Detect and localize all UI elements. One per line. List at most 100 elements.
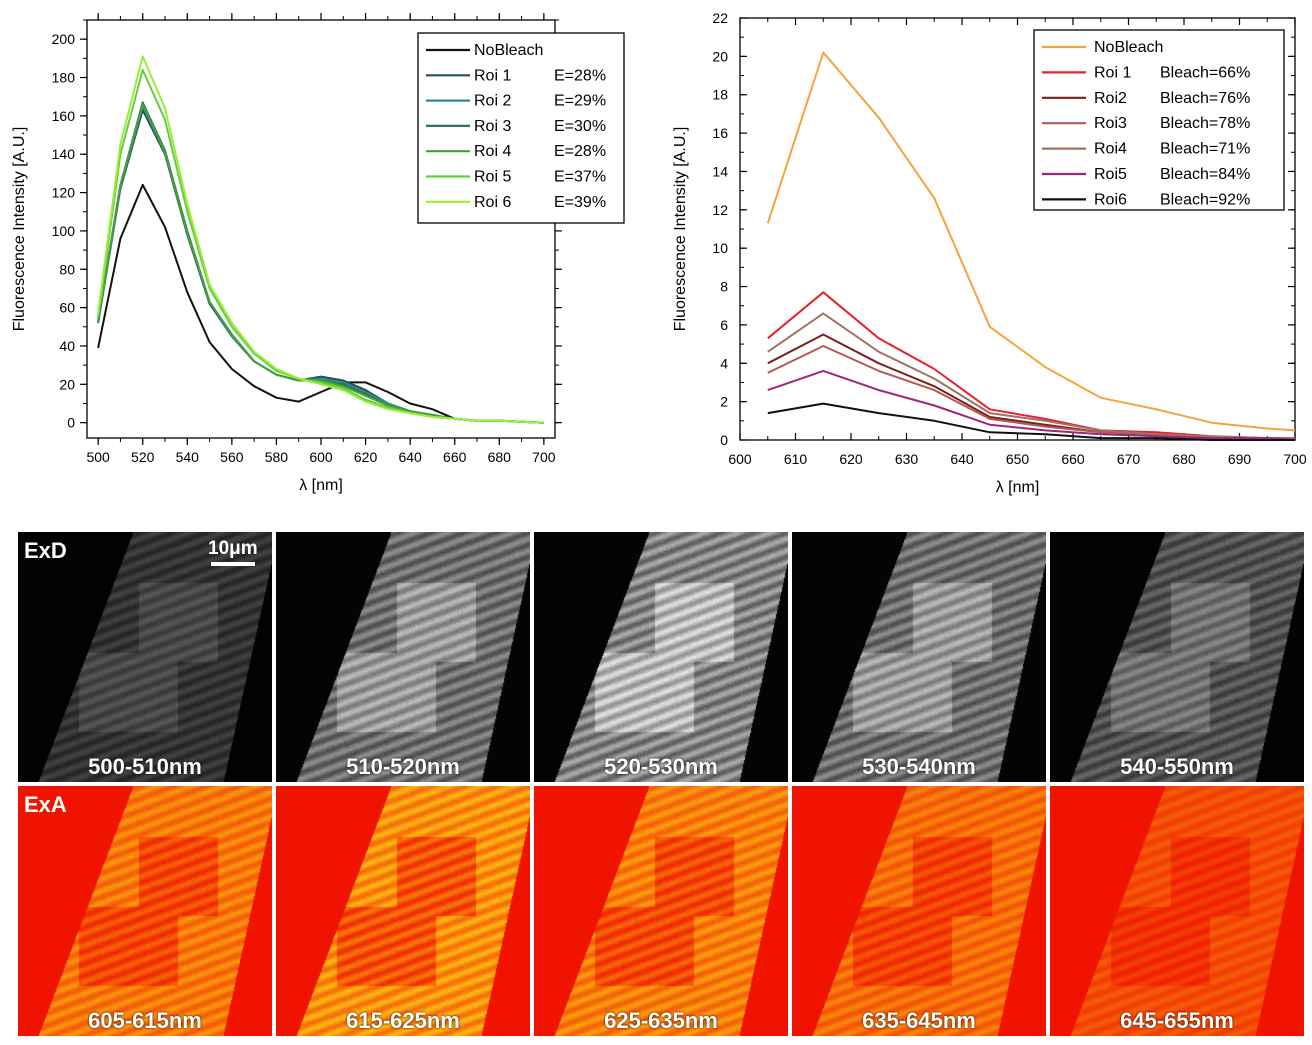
micrograph-image (18, 786, 272, 1036)
wavelength-range-label: 520-530nm (604, 754, 718, 779)
image-tile-exd-4: 530-540nm (792, 532, 1046, 782)
x-tick-label: 640 (398, 449, 422, 465)
scale-bar-line (210, 562, 255, 566)
row-label: ExD (24, 538, 67, 563)
image-tile-exd-2: 510-520nm (276, 532, 530, 782)
x-tick-label: 650 (1006, 451, 1030, 467)
series-line (767, 312, 1295, 440)
image-tile-exa-2: 615-625nm (276, 786, 530, 1036)
legend-label: Roi 1 (1094, 64, 1131, 81)
legend-label: Roi 5 (474, 169, 511, 186)
image-tile-exd-5: 540-550nm (1050, 532, 1304, 782)
series-line (766, 51, 1296, 432)
wavelength-range-label: 635-645nm (862, 1008, 976, 1033)
wavelength-range-label: 615-625nm (346, 1008, 460, 1033)
y-tick-label: 22 (712, 10, 728, 26)
legend-box (417, 32, 625, 224)
series-line (767, 291, 1295, 440)
legend-label: Roi 4 (474, 143, 511, 160)
x-tick-label: 680 (1172, 451, 1196, 467)
x-tick-label: 600 (728, 451, 752, 467)
micrograph-image (276, 532, 530, 782)
wavelength-range-label: 645-655nm (1120, 1008, 1234, 1033)
legend-label: Roi 6 (474, 194, 511, 211)
y-tick-label: 2 (720, 394, 728, 410)
x-tick-label: 700 (1283, 451, 1307, 467)
micrograph-image (792, 786, 1046, 1036)
y-tick-label: 160 (52, 108, 76, 124)
x-tick-label: 700 (532, 449, 556, 465)
legend-label: NoBleach (1094, 39, 1163, 56)
legend-label: Roi5 (1094, 166, 1127, 183)
x-tick-label: 540 (176, 449, 200, 465)
y-tick-label: 40 (59, 338, 75, 354)
y-axis-label: Fluorescence Intensity [A.U.] (11, 127, 28, 332)
image-tile-exa-5: 645-655nm (1050, 786, 1304, 1036)
y-tick-label: 14 (712, 163, 728, 179)
x-tick-label: 520 (131, 449, 155, 465)
legend-label: Roi 2 (474, 93, 511, 110)
legend-extra: Bleach=92% (1160, 191, 1250, 208)
y-tick-label: 60 (59, 300, 75, 316)
image-tile-exd-1: 500-510nm ExD 10μm (18, 532, 272, 782)
x-tick-label: 560 (220, 449, 244, 465)
legend-label: NoBleach (474, 42, 543, 59)
legend-label: Roi3 (1094, 115, 1127, 132)
micrograph-image (1050, 786, 1304, 1036)
image-tile-exd-3: 520-530nm (534, 532, 788, 782)
x-tick-label: 660 (1061, 451, 1085, 467)
y-tick-label: 0 (67, 415, 75, 431)
x-axis-label: λ [nm] (299, 477, 343, 494)
row-label: ExA (24, 792, 67, 817)
image-tile-exa-4: 635-645nm (792, 786, 1046, 1036)
x-tick-label: 670 (1117, 451, 1141, 467)
x-tick-label: 580 (265, 449, 289, 465)
legend-label: Roi 3 (474, 118, 511, 135)
wavelength-range-label: 540-550nm (1120, 754, 1234, 779)
y-tick-label: 20 (59, 376, 75, 392)
x-tick-label: 500 (86, 449, 110, 465)
wavelength-range-label: 605-615nm (88, 1008, 202, 1033)
legend-extra: Bleach=78% (1160, 115, 1250, 132)
scale-bar: 10μm (208, 538, 258, 566)
y-tick-label: 80 (59, 261, 75, 277)
micrograph-image (276, 786, 530, 1036)
x-tick-label: 640 (950, 451, 974, 467)
micrograph-image (1050, 532, 1304, 782)
x-tick-label: 620 (354, 449, 378, 465)
legend-label: Roi2 (1094, 90, 1127, 107)
y-axis-label: Fluorescence Intensity [A.U.] (672, 127, 689, 332)
legend-extra: E=37% (554, 169, 606, 186)
wavelength-range-label: 625-635nm (604, 1008, 718, 1033)
y-tick-label: 200 (52, 31, 76, 47)
micrograph-image (534, 532, 788, 782)
legend-extra: E=30% (554, 118, 606, 135)
y-tick-label: 20 (712, 48, 728, 64)
legend-extra: E=29% (554, 93, 606, 110)
scale-bar-label: 10μm (208, 538, 258, 559)
series-line (767, 402, 1295, 441)
x-tick-label: 610 (784, 451, 808, 467)
micrograph-image (18, 532, 272, 782)
legend-label: Roi6 (1094, 191, 1127, 208)
legend-extra: Bleach=66% (1160, 64, 1250, 81)
image-tile-exa-3: 625-635nm (534, 786, 788, 1036)
legend-extra: E=39% (554, 194, 606, 211)
y-tick-label: 4 (720, 355, 728, 371)
image-tile-exa-1: 605-615nm ExA (18, 786, 272, 1036)
y-tick-label: 10 (712, 240, 728, 256)
y-tick-label: 0 (720, 432, 728, 448)
y-tick-label: 18 (712, 87, 728, 103)
legend-extra: E=28% (554, 143, 606, 160)
series-line (767, 345, 1295, 440)
series-line (97, 55, 544, 424)
micrograph-image (534, 786, 788, 1036)
y-tick-label: 180 (52, 70, 76, 86)
y-tick-label: 100 (52, 223, 76, 239)
chart-left-emission-spectra: 500 520 540 560 580 600 620 640 660 680 700 0 20 40 60… (11, 13, 625, 494)
legend-extra: Bleach=76% (1160, 90, 1250, 107)
wavelength-range-label: 530-540nm (862, 754, 976, 779)
y-tick-label: 16 (712, 125, 728, 141)
wavelength-range-label: 510-520nm (346, 754, 460, 779)
x-tick-label: 600 (309, 449, 333, 465)
